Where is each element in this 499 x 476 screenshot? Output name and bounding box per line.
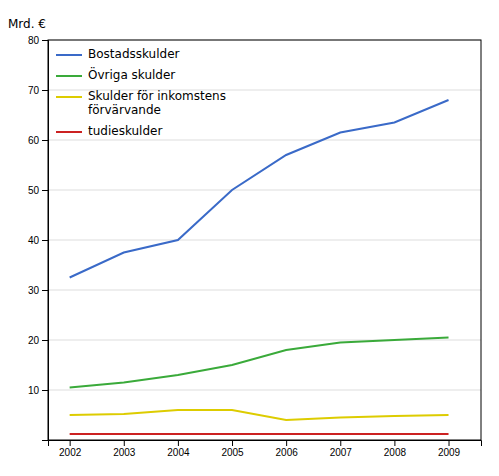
x-tick-mark <box>394 440 395 446</box>
x-tick-label: 2008 <box>384 447 407 458</box>
y-tick: 60 <box>28 135 48 146</box>
lines <box>70 100 449 434</box>
y-tick-mark <box>42 290 48 291</box>
series-line <box>70 338 449 388</box>
y-tick: 70 <box>28 85 48 96</box>
y-tick-label: 10 <box>28 385 40 396</box>
x-tick-label: 2002 <box>59 447 82 458</box>
x-tick: 2009 <box>438 440 461 458</box>
legend-item: Övriga skulder <box>56 66 175 82</box>
y-tick-label: 50 <box>28 185 40 196</box>
series-line <box>70 433 449 435</box>
x-tick: 2008 <box>384 440 407 458</box>
legend-label: Bostadsskulder <box>88 47 180 61</box>
y-tick: 50 <box>28 185 48 196</box>
legend-item: Bostadsskulder <box>56 47 180 61</box>
y-tick-label: 80 <box>28 35 40 46</box>
x-tick-label: 2007 <box>330 447 353 458</box>
y-tick-label: 60 <box>28 135 40 146</box>
y-tick-mark <box>42 390 48 391</box>
grid <box>48 40 481 390</box>
y-tick-label: 20 <box>28 335 40 346</box>
grid-line <box>48 240 481 241</box>
x-tick-mark <box>340 440 341 446</box>
x-tick-label: 2003 <box>113 447 136 458</box>
plot: 2002 2003 2004 2005 2006 2007 2008 2009 10 20 30 40… <box>28 35 482 458</box>
chart: 2002 2003 2004 2005 2006 2007 2008 2009 10 20 30 40… <box>0 0 499 476</box>
x-tick-label: 2009 <box>438 447 461 458</box>
x-axis-line <box>49 441 482 447</box>
y-tick: 20 <box>28 335 48 346</box>
grid-line <box>48 290 481 291</box>
x-tick: 2003 <box>113 440 136 458</box>
x-tick: 2002 <box>59 440 82 458</box>
x-tick-label: 2006 <box>276 447 299 458</box>
x-tick-mark <box>178 440 179 446</box>
x-tick-mark <box>286 440 287 446</box>
legend-item: Skulder för inkomstensförvärvande <box>56 89 226 117</box>
y-tick-mark <box>42 90 48 91</box>
y-tick: 30 <box>28 285 48 296</box>
x-tick-label: 2004 <box>167 447 190 458</box>
y-tick-mark <box>42 40 48 41</box>
x-tick-mark <box>70 440 71 446</box>
plot-frame <box>48 40 481 440</box>
legend-swatch <box>56 96 82 98</box>
legend-label: Skulder för inkomstensförvärvande <box>88 89 226 117</box>
y-tick-mark <box>42 240 48 241</box>
x-tick-mark <box>232 440 233 446</box>
legend-label: Övriga skulder <box>88 66 175 82</box>
y-tick-mark <box>42 340 48 341</box>
legend-swatch <box>56 54 82 56</box>
x-tick: 2007 <box>330 440 353 458</box>
y-axis: 10 20 30 40 50 60 70 80 <box>28 35 49 441</box>
legend-label: tudieskulder <box>88 124 162 138</box>
x-tick: 2004 <box>167 440 190 458</box>
y-tick-label: 40 <box>28 235 40 246</box>
x-axis: 2002 2003 2004 2005 2006 2007 2008 2009 <box>49 440 482 458</box>
x-tick-mark <box>449 440 450 446</box>
x-tick-mark <box>124 440 125 446</box>
y-tick: 80 <box>28 35 48 46</box>
y-tick-mark <box>42 190 48 191</box>
series-line <box>70 100 449 278</box>
x-tick-label: 2005 <box>221 447 244 458</box>
y-tick: 40 <box>28 235 48 246</box>
y-tick-label: 30 <box>28 285 40 296</box>
y-tick-mark <box>42 140 48 141</box>
y-axis-line <box>42 41 49 441</box>
legend: Bostadsskulder Övriga skulder Skulder för … <box>56 47 226 138</box>
x-tick: 2005 <box>221 440 244 458</box>
grid-line <box>48 390 481 391</box>
y-tick: 10 <box>28 385 48 396</box>
y-axis-title: Mrd. € <box>8 17 46 31</box>
legend-item: tudieskulder <box>56 124 162 138</box>
legend-swatch <box>56 75 82 77</box>
legend-swatch <box>56 131 82 133</box>
y-tick-label: 70 <box>28 85 40 96</box>
x-tick: 2006 <box>276 440 299 458</box>
series-line <box>70 410 449 420</box>
grid-line <box>48 190 481 191</box>
grid-line <box>48 140 481 141</box>
